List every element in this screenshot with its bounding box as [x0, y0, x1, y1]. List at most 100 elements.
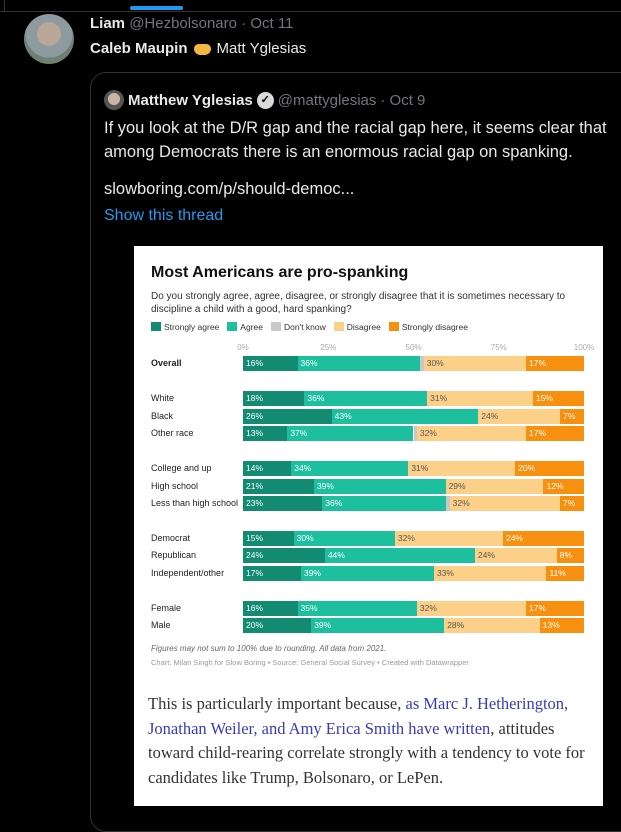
row-label: Other race	[151, 427, 194, 438]
bar-segment-disagree: 28%	[444, 618, 540, 634]
row-label: Overall	[151, 358, 182, 368]
chart-credit: Chart: Milan Singh for Slow Boring • Sou…	[151, 658, 469, 667]
legend-label: Strongly agree	[164, 322, 220, 332]
attached-image[interactable]: Most Americans are pro-spanking Do you s…	[134, 246, 603, 806]
bar-segment-disagree: 29%	[445, 478, 544, 494]
bar-segment-strongly-disagree: 15%	[532, 391, 584, 407]
active-tab-indicator	[130, 6, 183, 10]
article-text: This is particularly important because,	[148, 694, 406, 713]
quoted-link[interactable]: slowboring.com/p/should-democ...	[104, 180, 355, 198]
bar-segment-strongly-disagree: 17%	[526, 601, 584, 616]
row-label: Independent/other	[151, 567, 225, 578]
row-label: Democrat	[151, 533, 191, 544]
legend-label: Don't know	[283, 322, 326, 332]
legend-label: Disagree	[346, 322, 381, 332]
x-tick-label: 0%	[237, 343, 249, 352]
legend-item: Disagree	[333, 322, 381, 332]
bar-segment-agree: 44%	[324, 548, 475, 564]
show-thread-link[interactable]: Show this thread	[104, 207, 224, 224]
bar-segment-don-t-know	[446, 495, 450, 511]
article-paragraph: This is particularly important because, …	[148, 692, 598, 790]
quoted-avatar	[104, 90, 124, 110]
legend-swatch	[388, 322, 399, 331]
bar-segment-agree: 39%	[300, 565, 434, 581]
bar-segment-disagree: 30%	[423, 356, 527, 371]
divider	[4, 0, 5, 12]
bar-segment-strongly-disagree: 7%	[560, 408, 584, 424]
bar-segment-disagree: 32%	[416, 425, 527, 441]
bar-segment-strongly-disagree: 24%	[502, 531, 584, 547]
article-link[interactable]: as Marc J. Hetherington, Jonathan Weiler…	[148, 694, 569, 738]
bar-segment-strongly-agree: 16%	[243, 356, 298, 371]
quoted-author-name: Matthew Yglesias	[128, 91, 253, 109]
author-name[interactable]: Liam	[90, 15, 126, 32]
bar-segment-agree: 37%	[287, 425, 414, 441]
bar-segment-disagree: 32%	[416, 601, 527, 616]
legend-label: Strongly disagree	[401, 322, 468, 332]
bar-segment-strongly-disagree: 13%	[539, 618, 584, 634]
bar-segment-disagree: 32%	[394, 531, 503, 547]
bar-segment-agree: 34%	[291, 461, 409, 477]
avatar[interactable]	[24, 14, 74, 64]
chart-subtitle: Do you strongly agree, agree, disagree, …	[151, 291, 566, 315]
bar-segment-strongly-agree: 15%	[243, 531, 294, 547]
row-label: White	[151, 393, 175, 404]
bar-segment-strongly-agree: 16%	[243, 601, 298, 616]
bar-segment-agree: 36%	[322, 495, 447, 511]
x-tick-label: 50%	[405, 343, 422, 352]
legend-item: Strongly agree	[151, 322, 219, 332]
bar-segment-disagree: 31%	[427, 391, 533, 407]
bar-segment-disagree: 31%	[408, 461, 516, 477]
chart-note: Figures may not sum to 100% due to round…	[151, 644, 387, 653]
x-tick-label: 100%	[573, 343, 595, 352]
bar-segment-don-t-know	[413, 425, 417, 441]
divider	[0, 11, 621, 12]
bar-segment-strongly-disagree: 11%	[546, 565, 584, 581]
bar-segment-strongly-agree: 18%	[243, 391, 305, 407]
bar-segment-agree: 39%	[311, 618, 445, 634]
bar-segment-strongly-agree: 20%	[243, 618, 312, 634]
verified-badge-icon: ✓	[256, 91, 274, 109]
bar-segment-strongly-agree: 23%	[243, 495, 323, 511]
bar-segment-disagree: 33%	[433, 565, 547, 581]
chart-legend: Strongly agree Agree Don't know Disagree Str…	[151, 322, 468, 332]
author-handle[interactable]: @Hezbolsonaro	[129, 15, 237, 32]
bar-segment-strongly-agree: 21%	[243, 478, 314, 494]
bar-segment-disagree: 24%	[474, 548, 557, 564]
bar-segment-strongly-disagree: 12%	[543, 478, 584, 494]
bar-segment-strongly-agree: 24%	[243, 548, 325, 564]
bar-segment-disagree: 32%	[449, 495, 560, 511]
row-label: Black	[151, 410, 174, 421]
bar-segment-disagree: 24%	[478, 408, 561, 424]
bar-segment-agree: 36%	[297, 356, 421, 371]
tweet-header: Liam @Hezbolsonaro · Oct 11	[90, 15, 293, 32]
bar-segment-strongly-disagree: 8%	[556, 548, 584, 564]
bar-segment-agree: 36%	[304, 391, 428, 407]
tweet-text-right: Matt Yglesias	[216, 40, 307, 57]
tweet-date[interactable]: · Oct 11	[241, 15, 294, 32]
legend-swatch	[333, 322, 344, 331]
quoted-tweet-header: Matthew Yglesias ✓ @mattyglesias · Oct 9	[104, 90, 425, 110]
bar-segment-agree: 39%	[313, 478, 446, 494]
legend-item: Don't know	[270, 322, 326, 332]
article-text: , attitudes toward child-rearing correla…	[148, 718, 585, 787]
legend-swatch	[227, 322, 238, 331]
bar-segment-strongly-disagree: 17%	[526, 356, 584, 371]
bar-segment-strongly-disagree: 20%	[515, 461, 584, 477]
row-label: Less than high school	[151, 497, 239, 508]
legend-label: Agree	[240, 322, 263, 332]
bar-segment-don-t-know	[420, 356, 424, 371]
bar-segment-strongly-agree: 13%	[243, 425, 288, 441]
x-tick-label: 25%	[320, 343, 337, 352]
x-tick-label: 75%	[490, 343, 507, 352]
tweet-text: Caleb Maupin Matt Yglesias	[90, 40, 306, 57]
legend-swatch	[151, 322, 161, 331]
legend-swatch	[270, 322, 281, 331]
legend-item: Strongly disagree	[388, 322, 468, 332]
row-label: College and up	[151, 463, 212, 474]
legend-item: Agree	[227, 322, 263, 332]
handshake-icon	[193, 43, 211, 55]
bar-segment-agree: 43%	[331, 408, 479, 424]
row-label: High school	[151, 480, 199, 491]
row-label: Female	[151, 603, 182, 613]
